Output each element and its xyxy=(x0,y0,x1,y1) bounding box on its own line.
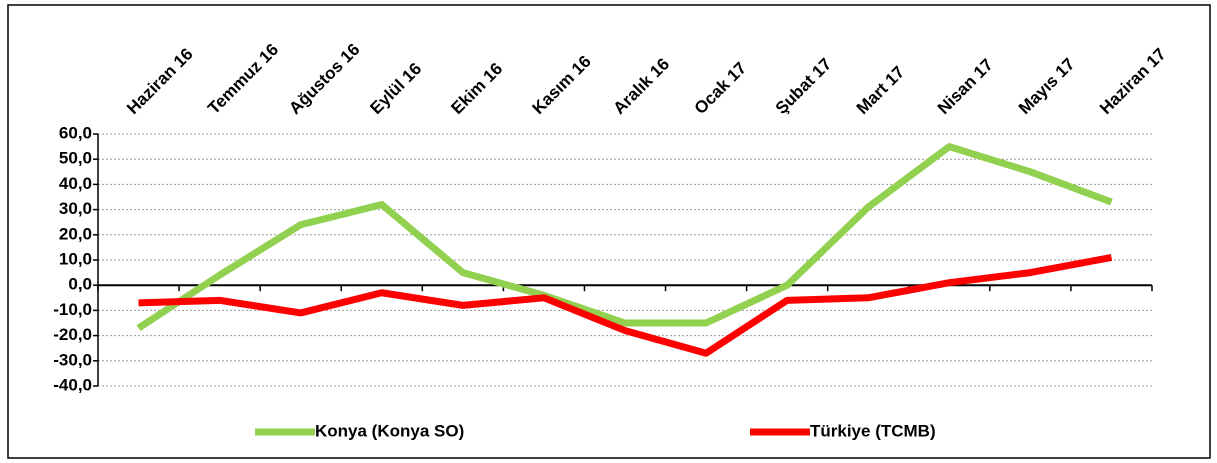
series-line xyxy=(138,254,1113,357)
y-tick-label: 0,0 xyxy=(68,275,92,294)
y-tick-label: 20,0 xyxy=(59,224,92,243)
legend-label: Konya (Konya SO) xyxy=(315,421,464,440)
y-tick-label: -20,0 xyxy=(53,325,92,344)
y-tick-label: -30,0 xyxy=(53,350,92,369)
legend-label: Türkiye (TCMB) xyxy=(810,421,936,440)
chart-frame xyxy=(7,4,1211,459)
y-tick-label: -40,0 xyxy=(53,375,92,394)
y-tick-label: 10,0 xyxy=(59,249,92,268)
y-tick-label: 30,0 xyxy=(59,199,92,218)
y-tick-label: 50,0 xyxy=(59,149,92,168)
series-line xyxy=(136,143,1113,331)
y-tick-label: 40,0 xyxy=(59,174,92,193)
y-tick-label: 60,0 xyxy=(59,123,92,142)
y-tick-label: -10,0 xyxy=(53,300,92,319)
